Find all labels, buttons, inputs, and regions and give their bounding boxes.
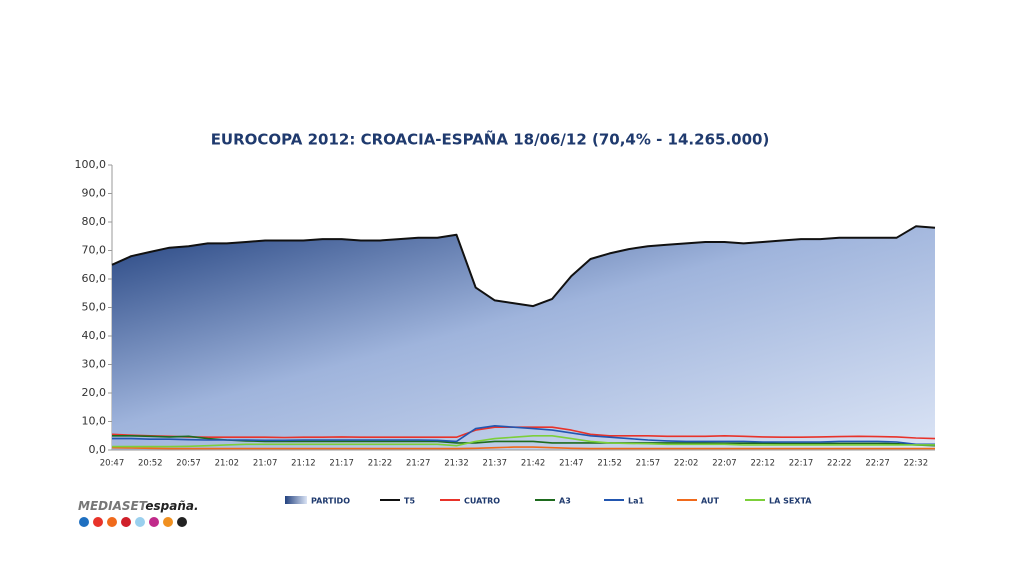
x-tick-label: 21:12 [291,459,316,469]
y-tick-label: 0,0 [89,443,107,456]
logo-icon [107,517,117,527]
y-tick-label: 40,0 [82,329,107,342]
logo-icon [149,517,159,527]
x-tick-label: 21:57 [636,459,661,469]
legend-label: PARTIDO [311,497,350,506]
x-tick-label: 22:12 [750,459,775,469]
logo-icon [177,517,187,527]
y-tick-label: 100,0 [75,158,107,171]
y-tick-label: 10,0 [82,415,107,428]
x-tick-label: 21:47 [559,459,584,469]
y-tick-label: 90,0 [82,187,107,200]
area [112,226,935,450]
logo-brand: MEDIASETespaña. [78,499,199,513]
line [111,446,935,450]
legend-label: LA SEXTA [769,497,812,506]
x-tick-label: 21:02 [215,459,240,469]
x-tick-label: 21:52 [597,459,622,469]
x-tick-label: 21:17 [329,459,354,469]
legend-swatch [285,496,307,504]
logo-icon [121,517,131,527]
y-tick-label: 70,0 [82,244,107,257]
y-tick-label: 20,0 [82,386,107,399]
x-tick-label: 22:27 [865,459,890,469]
y-tick-label: 50,0 [82,301,107,314]
logo-suffix: españa. [145,499,198,513]
y-tick-label: 80,0 [82,215,107,228]
y-tick-label: 30,0 [82,358,107,371]
x-tick-label: 21:32 [444,459,469,469]
line [112,435,936,447]
legend-label: CUATRO [464,497,500,506]
x-tick-label: 20:57 [176,459,201,469]
logo: MEDIASETespaña. [78,499,199,527]
x-tick-label: 22:22 [827,459,852,469]
legend-label: La1 [628,497,644,506]
legend-label: A3 [559,497,571,506]
logo-icon [93,517,103,527]
x-tick-label: 20:52 [138,459,163,469]
x-tick-label: 21:22 [368,459,393,469]
x-tick-label: 22:17 [789,459,814,469]
line [111,225,936,308]
x-tick-label: 22:02 [674,459,699,469]
logo-icon [163,517,173,527]
x-tick-label: 21:07 [253,459,278,469]
x-tick-label: 22:07 [712,459,737,469]
logo-icon [135,517,145,527]
logo-brand-text: MEDIASET [78,499,148,513]
legend-label: T5 [404,497,415,506]
chart-title: EUROCOPA 2012: CROACIA-ESPAÑA 18/06/12 (… [211,130,770,149]
x-tick-label: 21:27 [406,459,431,469]
line [112,435,935,448]
x-tick-label: 20:47 [100,459,125,469]
legend-label: AUT [701,497,719,506]
line [112,425,935,446]
y-tick-label: 60,0 [82,272,107,285]
x-tick-label: 21:37 [483,459,508,469]
logo-icon [79,517,89,527]
x-tick-label: 22:32 [904,459,929,469]
x-tick-label: 21:42 [521,459,546,469]
